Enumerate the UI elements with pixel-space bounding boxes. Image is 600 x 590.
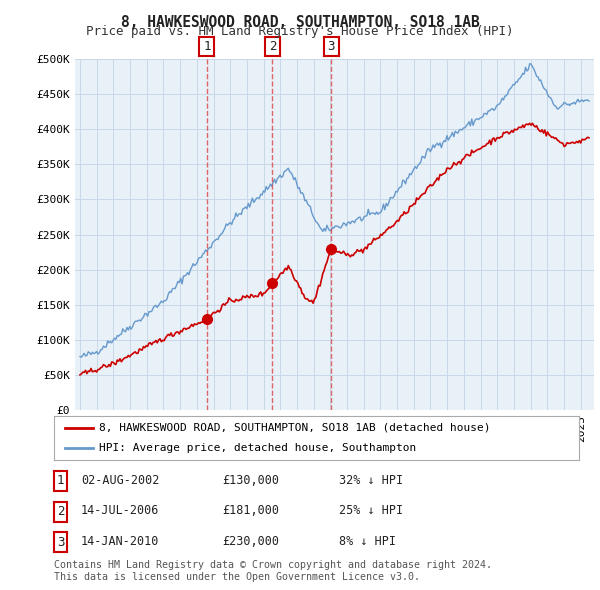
Text: £130,000: £130,000 <box>222 474 279 487</box>
Text: 8, HAWKESWOOD ROAD, SOUTHAMPTON, SO18 1AB: 8, HAWKESWOOD ROAD, SOUTHAMPTON, SO18 1A… <box>121 15 479 30</box>
Text: 3: 3 <box>328 40 335 53</box>
Text: 14-JUL-2006: 14-JUL-2006 <box>81 504 160 517</box>
Text: Price paid vs. HM Land Registry's House Price Index (HPI): Price paid vs. HM Land Registry's House … <box>86 25 514 38</box>
Text: 3: 3 <box>57 536 64 549</box>
Text: 1: 1 <box>57 474 64 487</box>
Text: 8% ↓ HPI: 8% ↓ HPI <box>339 535 396 548</box>
Text: 2: 2 <box>269 40 277 53</box>
Text: 25% ↓ HPI: 25% ↓ HPI <box>339 504 403 517</box>
Text: 02-AUG-2002: 02-AUG-2002 <box>81 474 160 487</box>
Text: Contains HM Land Registry data © Crown copyright and database right 2024.
This d: Contains HM Land Registry data © Crown c… <box>54 560 492 582</box>
Text: 32% ↓ HPI: 32% ↓ HPI <box>339 474 403 487</box>
Text: HPI: Average price, detached house, Southampton: HPI: Average price, detached house, Sout… <box>98 443 416 453</box>
Text: 14-JAN-2010: 14-JAN-2010 <box>81 535 160 548</box>
Text: 1: 1 <box>203 40 211 53</box>
Text: 2: 2 <box>57 505 64 518</box>
Text: 8, HAWKESWOOD ROAD, SOUTHAMPTON, SO18 1AB (detached house): 8, HAWKESWOOD ROAD, SOUTHAMPTON, SO18 1A… <box>98 423 490 433</box>
Text: £181,000: £181,000 <box>222 504 279 517</box>
Text: £230,000: £230,000 <box>222 535 279 548</box>
